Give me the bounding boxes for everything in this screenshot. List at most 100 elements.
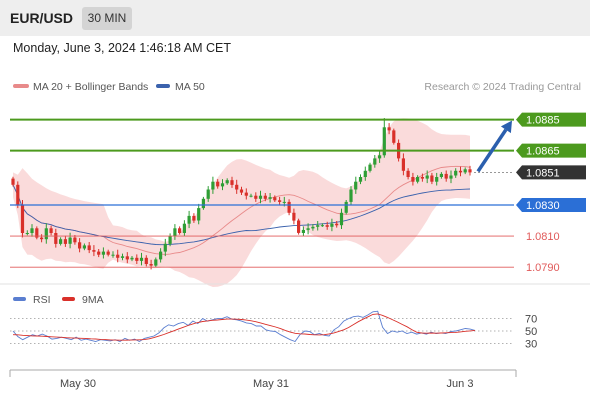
credit-text: Research © 2024 Trading Central (424, 81, 581, 93)
candle-body (316, 225, 320, 227)
candle-body (430, 175, 434, 182)
candle (378, 150, 382, 163)
candle-body (387, 127, 391, 131)
candle-body (130, 257, 134, 260)
candle-body (273, 197, 277, 201)
candle (82, 243, 86, 251)
candle (416, 175, 420, 184)
candle-body (82, 245, 86, 249)
candle (349, 186, 353, 205)
candle (335, 221, 339, 228)
candle (92, 245, 96, 257)
candle (330, 218, 334, 232)
instrument-title: EUR/USD (10, 10, 74, 26)
rsi-tick-label: 50 (525, 326, 537, 338)
candle (44, 223, 48, 244)
candle-body (292, 212, 296, 221)
ma50-line (12, 184, 471, 246)
candle (439, 172, 443, 179)
candle (268, 193, 272, 203)
candle (292, 208, 296, 225)
candle-body (468, 169, 472, 173)
candle-body (439, 173, 443, 177)
candle (220, 179, 225, 191)
level-lines: 1.0885 1.0865 1.0851 1.0830 1.0810 1.0790 (10, 112, 586, 274)
candle (178, 226, 182, 235)
candle (154, 257, 158, 268)
candle (173, 224, 177, 240)
candle-body (325, 225, 329, 227)
candle-body (392, 130, 396, 143)
candle-body (444, 173, 448, 179)
candle (63, 235, 67, 247)
candle (273, 195, 277, 202)
candle-body (382, 127, 386, 156)
candle (311, 224, 315, 231)
ma50-legend-label: MA 50 (175, 81, 205, 93)
candle (120, 253, 125, 261)
pivot-badge-bg (516, 198, 586, 213)
candle (463, 167, 467, 175)
candle (135, 254, 139, 264)
candle (454, 168, 458, 178)
candle (20, 200, 25, 238)
candle-body (197, 208, 201, 221)
candle (30, 224, 34, 237)
time-axis-label: Jun 3 (447, 378, 474, 390)
candle (254, 192, 258, 202)
candle-body (278, 200, 282, 202)
current-price-badge: 1.0851 (516, 165, 586, 180)
candle (54, 228, 58, 248)
candle (116, 249, 120, 263)
candle-body (78, 242, 82, 249)
rsi-ma-line (12, 313, 476, 341)
candle-body (435, 177, 439, 182)
candle (78, 238, 82, 253)
candle-body (301, 229, 305, 233)
candle-body (87, 245, 91, 251)
candle-body (35, 228, 39, 238)
candle (420, 173, 424, 182)
candle (425, 170, 429, 184)
candle-body (363, 170, 367, 177)
candle (25, 230, 29, 236)
candle (363, 166, 367, 181)
candle-body (320, 225, 324, 227)
candle-body (154, 259, 158, 266)
rsi-line (12, 310, 476, 343)
candle-body (330, 223, 334, 227)
candle (16, 181, 20, 209)
candle-body (168, 236, 172, 244)
candle-body (230, 180, 234, 185)
candle (430, 172, 434, 185)
candle (358, 174, 363, 185)
candle-body (97, 251, 101, 255)
candle-body (225, 180, 229, 184)
candle-body (220, 183, 225, 187)
candle (458, 166, 463, 177)
candle (444, 170, 448, 182)
candle (197, 203, 201, 225)
candle-body (116, 254, 120, 258)
candle-body (49, 228, 53, 233)
current-price-badge-bg (516, 165, 586, 180)
candle (373, 155, 377, 168)
price-plot (11, 118, 472, 287)
candle-body (40, 237, 44, 240)
rsi-tick-label: 30 (525, 338, 537, 350)
rsi-tick-label: 70 (525, 314, 537, 326)
candle (97, 249, 101, 258)
candle-body (373, 158, 377, 165)
candle (163, 238, 167, 257)
time-axis-labels: May 30 May 31 Jun 3 (60, 378, 474, 390)
header-bar: EUR/USD 30 MIN (0, 0, 590, 36)
candle-body (111, 254, 115, 256)
pivot-label: 1.0830 (526, 200, 560, 212)
candle (244, 188, 248, 200)
candle (297, 218, 301, 235)
timeframe-badge[interactable]: 30 MIN (82, 7, 132, 30)
support-label: 1.0810 (526, 231, 560, 243)
rsi-ma-legend-swatch (62, 297, 75, 301)
candle-body (282, 201, 286, 203)
